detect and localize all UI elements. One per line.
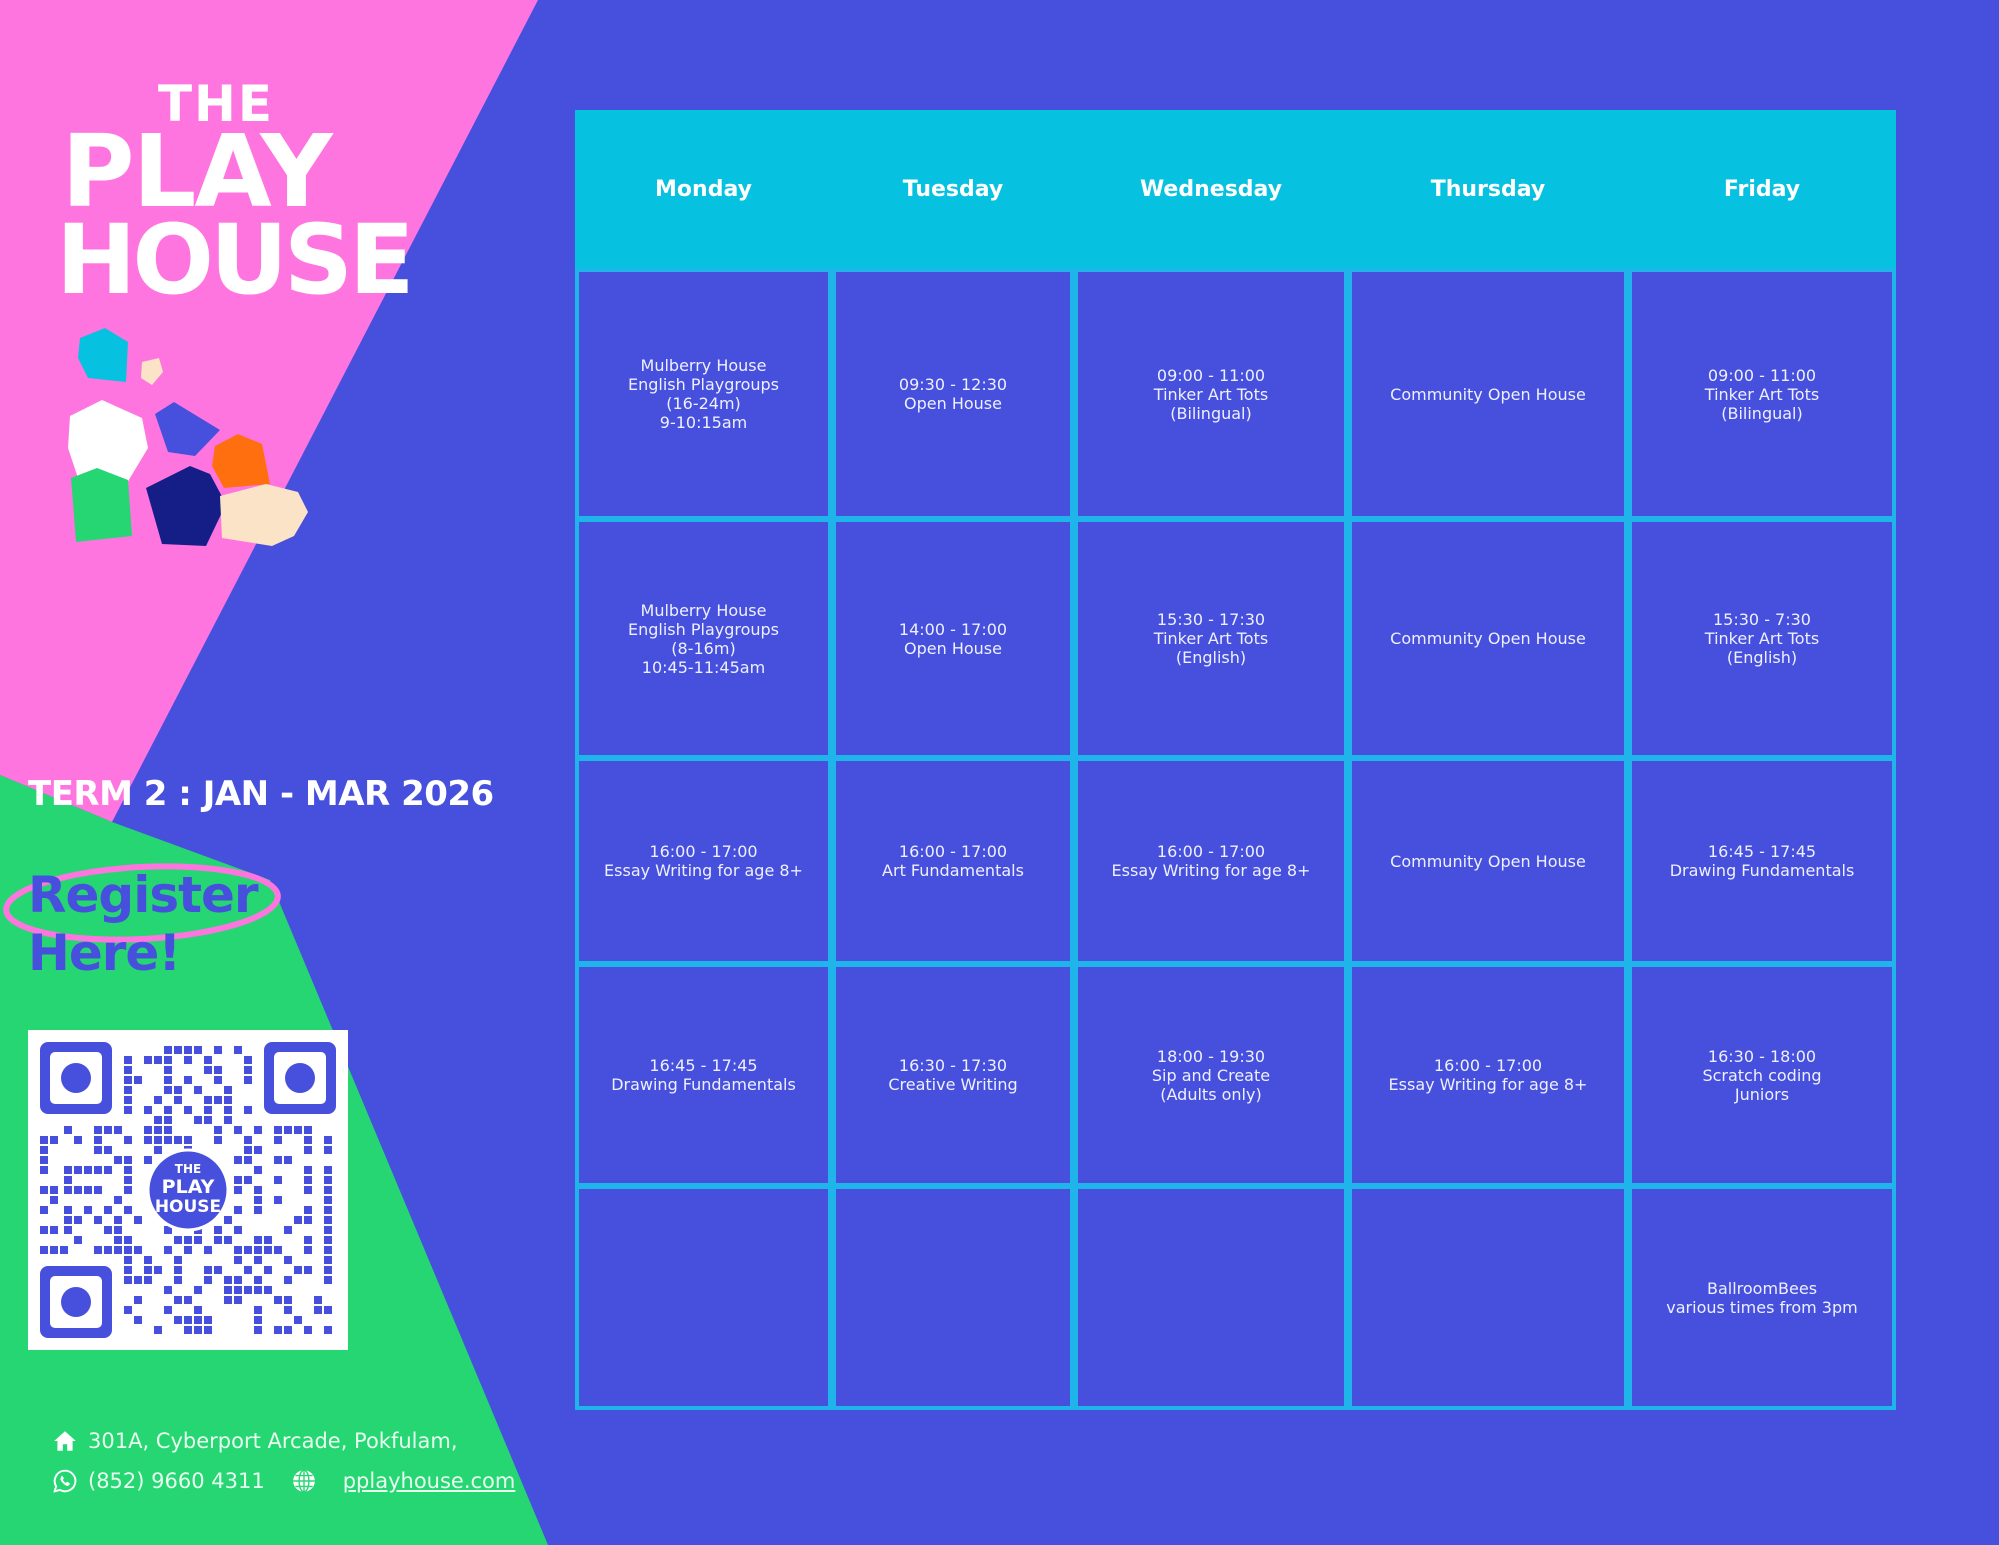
schedule-cell-tue-5 [836, 1189, 1070, 1406]
schedule-cell-thu-2: Community Open House [1352, 522, 1624, 755]
globe-icon [292, 1469, 315, 1493]
schedule-cell-thu-1: Community Open House [1352, 272, 1624, 516]
schedule-cell-mon-1: Mulberry House English Playgroups (16-24… [579, 272, 828, 516]
qr-code-icon: THE PLAY HOUSE [28, 1030, 348, 1350]
svg-text:THE: THE [175, 1162, 201, 1176]
schedule-cell-mon-5 [579, 1189, 828, 1406]
schedule-cell-wed-3: 16:00 - 17:00 Essay Writing for age 8+ [1078, 761, 1344, 961]
schedule-cell-tue-1: 09:30 - 12:30 Open House [836, 272, 1070, 516]
register-line-1: Register [28, 866, 259, 924]
address-text: 301A, Cyberport Arcade, Pokfulam, [88, 1429, 458, 1453]
schedule-cell-wed-4: 18:00 - 19:30 Sip and Create (Adults onl… [1078, 967, 1344, 1183]
schedule-cell-fri-2: 15:30 - 7:30 Tinker Art Tots (English) [1632, 522, 1892, 755]
home-icon [54, 1431, 76, 1451]
schedule-header-row [575, 110, 1896, 268]
schedule-cell-thu-5 [1352, 1189, 1624, 1406]
header-monday: Monday [655, 176, 752, 202]
website-group: pplayhouse.com [291, 1468, 516, 1494]
schedule-cell-wed-2: 15:30 - 17:30 Tinker Art Tots (English) [1078, 522, 1344, 755]
contact-phone-web: (852) 9660 4311 pplayhouse.com [52, 1468, 515, 1494]
logo-play: PLAY [61, 113, 332, 230]
header-friday: Friday [1723, 176, 1801, 202]
register-here-link[interactable]: Register Here! [28, 866, 259, 982]
header-wednesday: Wednesday [1139, 176, 1283, 202]
header-thursday: Thursday [1430, 176, 1546, 202]
schedule-cell-mon-3: 16:00 - 17:00 Essay Writing for age 8+ [579, 761, 828, 961]
schedule-cell-wed-1: 09:00 - 11:00 Tinker Art Tots (Bilingual… [1078, 272, 1344, 516]
schedule-cell-tue-2: 14:00 - 17:00 Open House [836, 522, 1070, 755]
svg-text:HOUSE: HOUSE [155, 1197, 221, 1217]
header-tuesday: Tuesday [902, 176, 1004, 202]
pebbles-illustration [68, 328, 308, 546]
schedule-cell-thu-3: Community Open House [1352, 761, 1624, 961]
schedule-cell-wed-5 [1078, 1189, 1344, 1406]
schedule-cell-fri-3: 16:45 - 17:45 Drawing Fundamentals [1632, 761, 1892, 961]
schedule-cell-fri-1: 09:00 - 11:00 Tinker Art Tots (Bilingual… [1632, 272, 1892, 516]
logo-house: HOUSE [56, 204, 415, 316]
playhouse-logo: THE PLAY HOUSE [56, 75, 415, 308]
whatsapp-icon [53, 1469, 77, 1493]
contact-address: 301A, Cyberport Arcade, Pokfulam, [52, 1428, 458, 1454]
schedule-cell-mon-2: Mulberry House English Playgroups (8-16m… [579, 522, 828, 755]
qr-center-logo [146, 1148, 230, 1232]
logo-the: THE [157, 75, 275, 133]
register-line-2: Here! [28, 924, 181, 982]
registration-qr-code[interactable]: THE PLAY HOUSE [28, 1030, 348, 1350]
schedule-cell-tue-3: 16:00 - 17:00 Art Fundamentals [836, 761, 1070, 961]
phone-text: (852) 9660 4311 [88, 1469, 265, 1493]
svg-text:PLAY: PLAY [162, 1176, 215, 1198]
term-label: TERM 2 : JAN - MAR 2026 [28, 774, 494, 814]
schedule-cell-fri-5: BallroomBees various times from 3pm [1632, 1189, 1892, 1406]
schedule-cell-mon-4: 16:45 - 17:45 Drawing Fundamentals [579, 967, 828, 1183]
website-link[interactable]: pplayhouse.com [342, 1469, 516, 1493]
schedule-cell-tue-4: 16:30 - 17:30 Creative Writing [836, 967, 1070, 1183]
schedule-cell-thu-4: 16:00 - 17:00 Essay Writing for age 8+ [1352, 967, 1624, 1183]
schedule-cell-fri-4: 16:30 - 18:00 Scratch coding Juniors [1632, 967, 1892, 1183]
pink-region [0, 0, 538, 822]
weekly-schedule-table: Monday Tuesday Wednesday Thursday Friday… [575, 110, 1896, 1410]
